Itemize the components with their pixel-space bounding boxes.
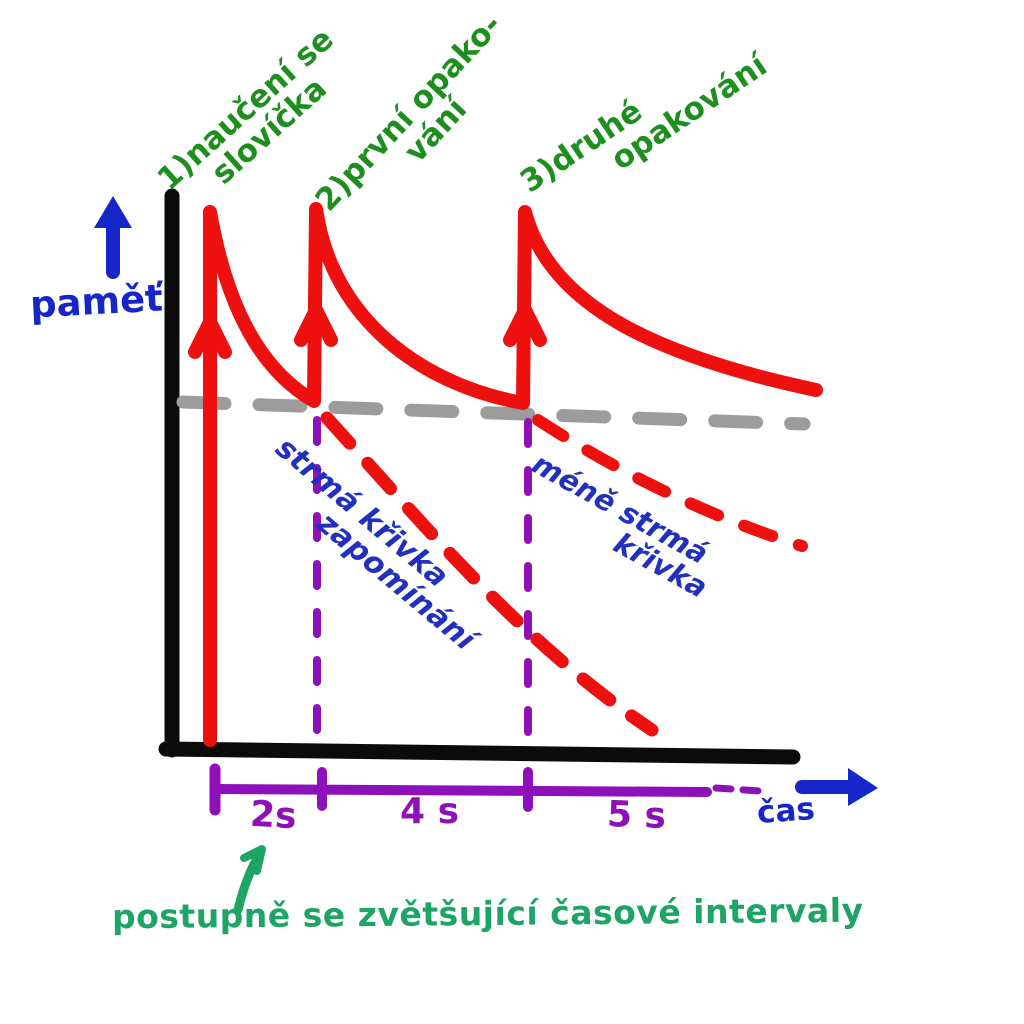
x-axis-line [158, 741, 801, 765]
interval-label-5s: 5 s [606, 793, 667, 838]
timeline-continuation-dashes [712, 784, 764, 795]
memory-curve [203, 202, 823, 747]
y-axis-label: paměť [28, 276, 164, 327]
memory-threshold-dashed-line [176, 395, 811, 431]
interval-label-2s: 2s [248, 793, 298, 838]
x-axis-label: čas [755, 791, 816, 831]
bottom-note: postupně se zvětšující časové intervaly [111, 890, 864, 937]
interval-label-4s: 4 s [400, 791, 460, 832]
steep-forgetting-dashed-curve [320, 411, 659, 737]
memory-up-arrow-head-icon [94, 196, 132, 228]
spike3-arrow-head-icon [503, 303, 547, 347]
spike2-arrow-head-icon [294, 303, 338, 347]
spike1-arrow-head-icon [188, 315, 232, 359]
time-right-arrow-head-icon [848, 768, 878, 806]
interval-timeline [210, 784, 712, 797]
bottom-note-arrow-head-icon [240, 845, 266, 875]
less-steep-forgetting-dashed-curve [532, 414, 808, 552]
